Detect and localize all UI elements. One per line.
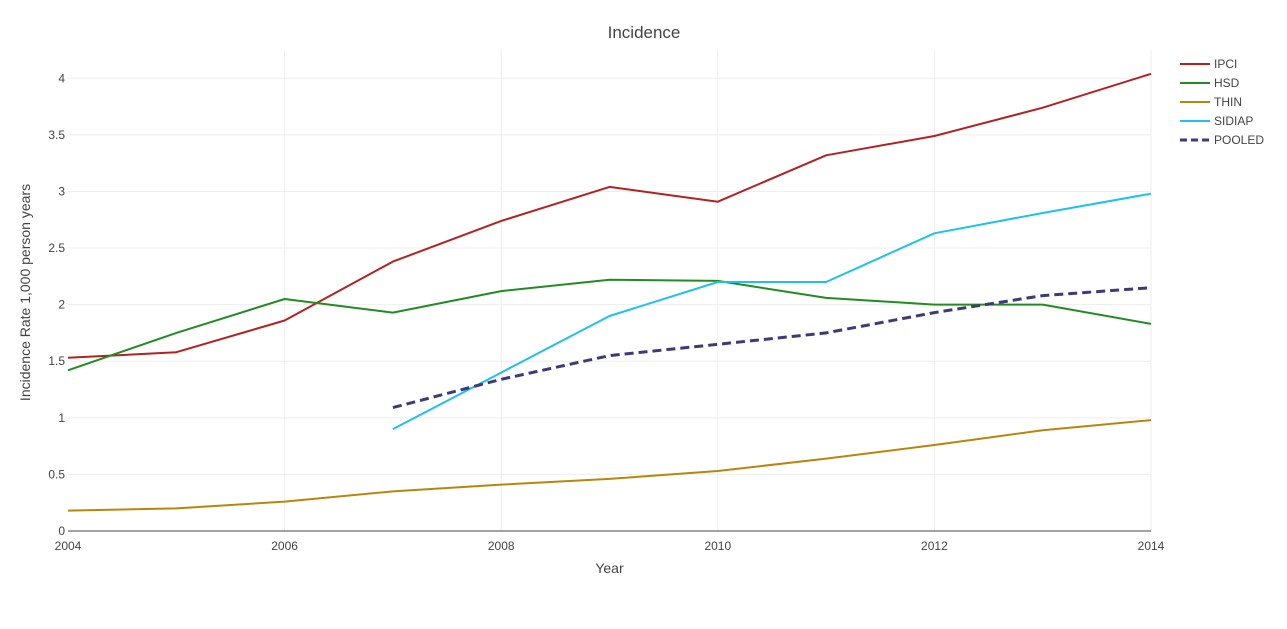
- y-axis-title: Incidence Rate 1,000 person years: [17, 184, 33, 401]
- y-tick-label: 1: [58, 411, 65, 425]
- y-tick-label: 3.5: [48, 128, 65, 142]
- legend-label: THIN: [1214, 95, 1242, 109]
- series-line-ipci: [67, 72, 1152, 359]
- y-tick-label: 3: [58, 184, 65, 198]
- plot-area: [67, 72, 1152, 512]
- legend-item-hsd[interactable]: HSD: [1180, 76, 1240, 90]
- y-tick-label: 0: [58, 524, 65, 538]
- series-line-pooled: [392, 286, 1152, 410]
- x-tick-label: 2008: [488, 539, 515, 553]
- legend-item-ipci[interactable]: IPCI: [1180, 57, 1237, 71]
- legend-item-pooled[interactable]: POOLED: [1180, 133, 1264, 147]
- x-tick-label: 2014: [1138, 539, 1165, 553]
- legend[interactable]: IPCI HSD THIN SIDIAP POOLED: [1180, 57, 1264, 147]
- legend-label: IPCI: [1214, 57, 1237, 71]
- legend-item-sidiap[interactable]: SIDIAP: [1180, 114, 1253, 128]
- y-tick-label: 1.5: [48, 354, 65, 368]
- grid: [68, 50, 1152, 531]
- x-axis-title: Year: [595, 560, 624, 576]
- y-tick-label: 4: [58, 71, 65, 85]
- legend-item-thin[interactable]: THIN: [1180, 95, 1242, 109]
- legend-label: HSD: [1214, 76, 1240, 90]
- axes: 2004 2006 2008 2010 2012 2014 0 0.5 1 1.5 2 2.5 3 3.5…: [48, 71, 1164, 553]
- legend-label: SIDIAP: [1214, 114, 1253, 128]
- x-tick-label: 2004: [55, 539, 82, 553]
- series-line-hsd: [67, 278, 1152, 372]
- series-line-sidiap: [392, 192, 1152, 430]
- x-tick-label: 2012: [921, 539, 948, 553]
- legend-label: POOLED: [1214, 133, 1264, 147]
- y-tick-label: 0.5: [48, 467, 65, 481]
- x-tick-label: 2006: [271, 539, 298, 553]
- x-tick-label: 2010: [704, 539, 731, 553]
- y-tick-label: 2: [58, 298, 65, 312]
- series-line-thin: [67, 419, 1152, 512]
- chart-title: Incidence: [608, 23, 681, 42]
- y-tick-label: 2.5: [48, 241, 65, 255]
